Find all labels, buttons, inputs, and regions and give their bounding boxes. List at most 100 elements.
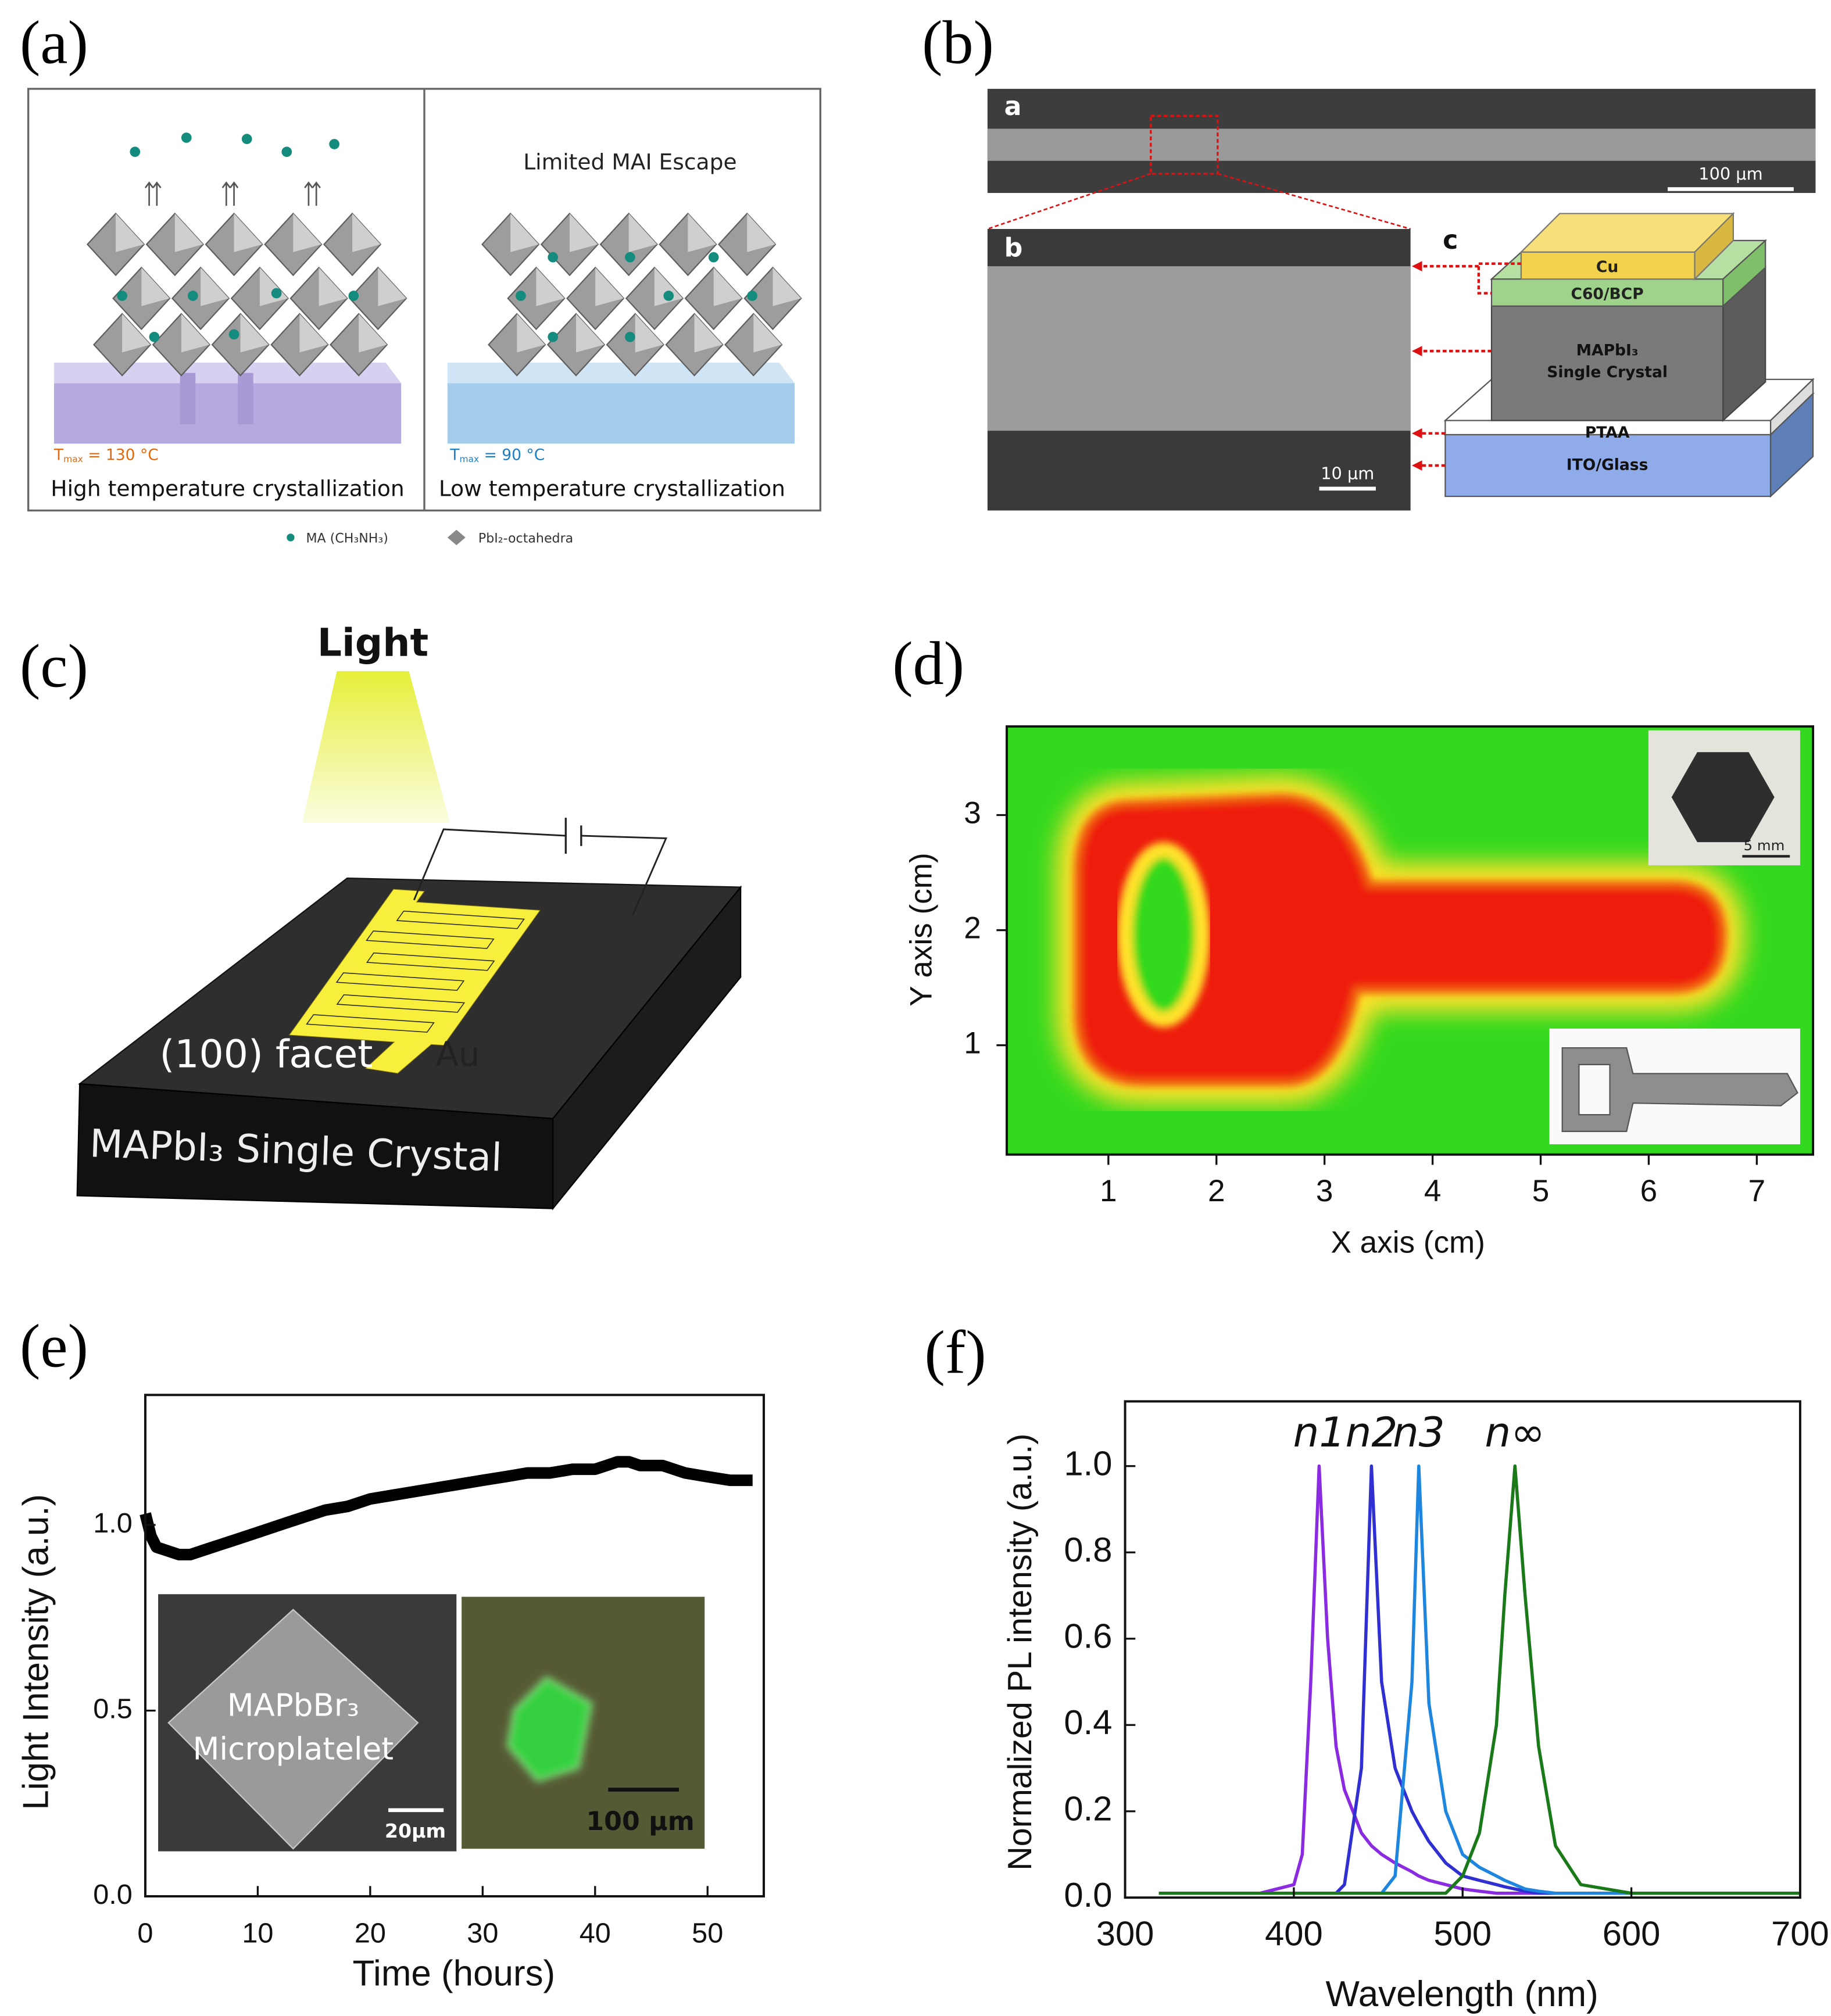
octahedron-face bbox=[747, 213, 775, 252]
panel-b: a 100 μm b 10 μm c Cu C60/BCP MAPbI₃ Sin… bbox=[987, 88, 1816, 511]
subscript: max bbox=[459, 453, 479, 464]
octahedron-face bbox=[181, 313, 210, 353]
octahedron-face bbox=[576, 313, 605, 353]
substrate-top bbox=[53, 363, 402, 384]
octahedron-face bbox=[536, 267, 565, 306]
x-tick-label: 40 bbox=[580, 1917, 611, 1949]
glass bbox=[1444, 434, 1772, 497]
escape-arrow bbox=[229, 181, 239, 206]
octahedron-face bbox=[299, 313, 328, 353]
cu bbox=[1520, 251, 1696, 280]
data-line bbox=[1158, 1464, 1800, 1895]
ma-ion bbox=[228, 329, 239, 340]
y-tick-label: 0.0 bbox=[1064, 1875, 1112, 1914]
y-tick-label: 1 bbox=[964, 1026, 981, 1061]
zoom-box bbox=[1150, 114, 1219, 175]
x-axis-title: Time (hours) bbox=[353, 1954, 556, 1994]
x-tick-label: 5 bbox=[1532, 1174, 1550, 1208]
octahedron-face bbox=[688, 213, 717, 252]
escape-arrow bbox=[221, 181, 231, 206]
y-tick-label: 2 bbox=[964, 911, 981, 946]
octahedron-face bbox=[510, 213, 539, 252]
subscript: max bbox=[63, 453, 83, 464]
symbol: T bbox=[53, 446, 64, 464]
scale-label: 100 μm bbox=[1698, 164, 1762, 184]
panel-label: (c) bbox=[20, 632, 88, 700]
key-photo bbox=[1561, 1047, 1798, 1132]
escaping-ion bbox=[281, 146, 292, 157]
octahedron-face bbox=[201, 267, 229, 306]
octahedron-face bbox=[773, 267, 802, 306]
series-label: n2 bbox=[1346, 1408, 1398, 1456]
legend-octahedron bbox=[447, 529, 466, 546]
x-tick-label: 50 bbox=[692, 1917, 723, 1949]
panel-label: (b) bbox=[922, 8, 994, 77]
plot-frame bbox=[144, 1394, 765, 1898]
gap bbox=[397, 911, 524, 929]
substrate bbox=[53, 383, 402, 444]
panel-label: (f) bbox=[925, 1318, 986, 1387]
grain-boundary bbox=[238, 373, 253, 425]
octahedron-face bbox=[293, 213, 322, 252]
x-tick-label: 700 bbox=[1771, 1914, 1829, 1953]
ma-ion bbox=[747, 291, 757, 301]
heading: Limited MAI Escape bbox=[523, 149, 736, 175]
octahedron-face bbox=[359, 313, 387, 353]
panel-c: Light (100) facet Au MAPbI₃ Single Cryst… bbox=[76, 620, 742, 1211]
ptaa bbox=[1444, 420, 1772, 436]
x-tick-label: 20 bbox=[355, 1917, 386, 1949]
x-tick-label: 600 bbox=[1603, 1914, 1661, 1953]
escape-arrow bbox=[304, 181, 313, 206]
x-axis-title: Wavelength (nm) bbox=[1326, 1974, 1598, 2014]
light-cone bbox=[302, 671, 450, 823]
gap bbox=[307, 1015, 434, 1032]
microplatelet bbox=[167, 1609, 419, 1850]
octahedron-face bbox=[141, 267, 170, 306]
ma-ion bbox=[625, 252, 635, 263]
legend-dot bbox=[287, 533, 295, 542]
electrode-label: Au bbox=[436, 1035, 480, 1074]
escaping-ion bbox=[329, 139, 339, 149]
crystal-side bbox=[552, 885, 742, 1211]
octahedron-face bbox=[352, 213, 381, 252]
temperature-value: = 130 °C bbox=[83, 446, 159, 464]
gap bbox=[337, 973, 464, 990]
panel-label: (a) bbox=[20, 8, 88, 77]
octahedra bbox=[86, 133, 802, 377]
y-tick-label: 0.6 bbox=[1064, 1617, 1112, 1656]
chart: 5 mm 1 2 3 4 5 6 7 1 2 3 X axis (cm) Y axis (cm) bbox=[904, 725, 1815, 1260]
substrate bbox=[447, 383, 795, 444]
ma-ion bbox=[548, 252, 559, 263]
c60 bbox=[1490, 278, 1724, 307]
x-tick-label: 3 bbox=[1316, 1174, 1333, 1208]
light-label: Light bbox=[317, 620, 429, 665]
substrate-top bbox=[447, 363, 795, 384]
x-tick-label: 4 bbox=[1424, 1174, 1442, 1208]
caption: Low temperature crystallization bbox=[439, 476, 785, 502]
panel-a: Limited MAI Escape Tmax = 130 °C Tmax = … bbox=[27, 88, 821, 546]
arrow-head bbox=[1411, 428, 1422, 439]
y-tick-label: 0.2 bbox=[1064, 1789, 1112, 1828]
data-line bbox=[140, 1456, 753, 1561]
octahedron-face bbox=[234, 213, 263, 252]
layer-label: MAPbI₃ bbox=[1576, 342, 1639, 360]
ma-ion bbox=[271, 288, 282, 299]
octahedron-face bbox=[122, 313, 151, 353]
sub-label: a bbox=[1004, 92, 1022, 121]
x-axis-title: X axis (cm) bbox=[1331, 1226, 1485, 1260]
ma-ion bbox=[117, 291, 127, 301]
octahedron-face bbox=[174, 213, 203, 252]
inset-scale: 100 μm bbox=[586, 1807, 694, 1836]
ma-ion bbox=[548, 331, 559, 342]
y-tick-label: 0.4 bbox=[1064, 1703, 1112, 1742]
electrode-gaps bbox=[307, 910, 524, 1033]
octahedron-face bbox=[378, 267, 407, 306]
y-axis-title: Light Intensity (a.u.) bbox=[16, 1494, 56, 1810]
ma-ion bbox=[516, 291, 526, 301]
octahedron-face bbox=[753, 313, 782, 353]
layer-label: ITO/Glass bbox=[1567, 456, 1648, 474]
y-tick-label: 1.0 bbox=[93, 1507, 133, 1539]
gap bbox=[367, 953, 494, 971]
